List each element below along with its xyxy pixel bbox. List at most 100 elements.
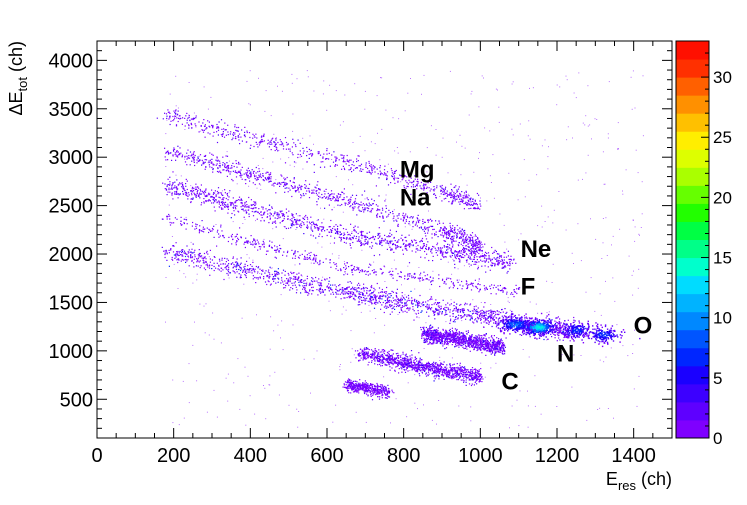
- scatter-point: [262, 269, 264, 271]
- scatter-point: [505, 320, 507, 323]
- scatter-point: [453, 232, 455, 234]
- scatter-point: [180, 223, 182, 225]
- scatter-point: [430, 181, 432, 183]
- scatter-point: [397, 177, 400, 179]
- scatter-point: [282, 143, 284, 145]
- scatter-point: [211, 161, 213, 163]
- scatter-point: [483, 312, 485, 314]
- scatter-point: [335, 268, 337, 270]
- scatter-point: [337, 225, 339, 227]
- scatter-point: [184, 125, 186, 127]
- scatter-point: [233, 205, 235, 207]
- scatter-point: [232, 202, 234, 204]
- scatter-point: [467, 245, 469, 248]
- scatter-point: [289, 150, 291, 152]
- scatter-point: [454, 346, 456, 348]
- scatter-point: [263, 211, 265, 214]
- scatter-point: [370, 297, 373, 299]
- scatter-point: [337, 290, 339, 292]
- scatter-point: [281, 142, 283, 144]
- scatter-point: [315, 237, 317, 239]
- scatter-point: [211, 202, 213, 204]
- scatter-point: [468, 208, 470, 210]
- scatter-point: [377, 234, 379, 236]
- scatter-point: [239, 163, 241, 165]
- scatter-point: [479, 289, 481, 291]
- scatter-point: [476, 192, 478, 195]
- scatter-point: [403, 305, 405, 308]
- scatter-point: [201, 202, 203, 204]
- scatter-point: [553, 331, 555, 333]
- scatter-point: [360, 242, 362, 244]
- scatter-point: [388, 271, 390, 273]
- scatter-point: [558, 326, 560, 328]
- scatter-point: [173, 254, 175, 256]
- scatter-point: [394, 177, 396, 179]
- scatter-point: [498, 253, 500, 255]
- scatter-point: [319, 154, 322, 156]
- scatter-point: [181, 251, 183, 253]
- scatter-point: [502, 261, 504, 263]
- scatter-point: [484, 302, 486, 304]
- scatter-point: [203, 262, 205, 264]
- scatter-point: [458, 255, 460, 257]
- scatter-point: [343, 297, 345, 299]
- scatter-point: [444, 188, 446, 190]
- scatter-point: [389, 212, 391, 214]
- scatter-point: [226, 155, 229, 157]
- scatter-point: [303, 258, 305, 260]
- scatter-point: [268, 209, 270, 211]
- scatter-point: [471, 249, 473, 251]
- scatter-point: [164, 253, 166, 256]
- scatter-point: [245, 272, 248, 274]
- scatter-point: [449, 233, 451, 235]
- scatter-point: [457, 233, 459, 235]
- scatter-point: [264, 281, 267, 283]
- scatter-point: [171, 159, 173, 161]
- scatter-point: [483, 314, 485, 317]
- scatter-point: [429, 276, 432, 278]
- scatter-point: [559, 321, 561, 323]
- scatter-point: [303, 218, 306, 220]
- scatter-point: [487, 316, 489, 318]
- scatter-point: [475, 241, 477, 243]
- scatter-point: [217, 192, 219, 194]
- scatter-point: [455, 257, 457, 260]
- scatter-point: [393, 243, 395, 245]
- scatter-point: [440, 251, 442, 253]
- scatter-point: [423, 271, 425, 273]
- scatter-point: [191, 256, 194, 258]
- scatter-point: [476, 256, 478, 258]
- scatter-point: [266, 250, 268, 252]
- scatter-point: [355, 194, 358, 196]
- scatter-point: [427, 221, 429, 223]
- scatter-point: [207, 253, 209, 255]
- scatter-point: [325, 158, 327, 160]
- scatter-point: [172, 115, 174, 118]
- scatter-point: [253, 201, 255, 203]
- scatter-point: [461, 288, 463, 290]
- scatter-point: [342, 199, 344, 201]
- scatter-point: [268, 244, 271, 246]
- scatter-point: [253, 135, 255, 137]
- scatter-point: [458, 258, 460, 260]
- scatter-point: [237, 163, 239, 165]
- scatter-point: [481, 243, 483, 246]
- scatter-point: [316, 184, 318, 186]
- scatter-point: [311, 289, 313, 292]
- scatter-point: [447, 307, 449, 309]
- scatter-point: [464, 251, 466, 254]
- scatter-point: [447, 237, 449, 239]
- scatter-point: [350, 239, 352, 241]
- scatter-point: [474, 252, 476, 254]
- scatter-point: [219, 260, 221, 262]
- scatter-point: [501, 263, 503, 266]
- scatter-point: [299, 150, 301, 152]
- scatter-point: [244, 263, 246, 265]
- scatter-point: [386, 298, 389, 300]
- scatter-point: [250, 235, 252, 237]
- scatter-point: [257, 178, 259, 180]
- scatter-point: [166, 115, 168, 117]
- scatter-point: [455, 316, 457, 318]
- scatter-point: [406, 215, 408, 217]
